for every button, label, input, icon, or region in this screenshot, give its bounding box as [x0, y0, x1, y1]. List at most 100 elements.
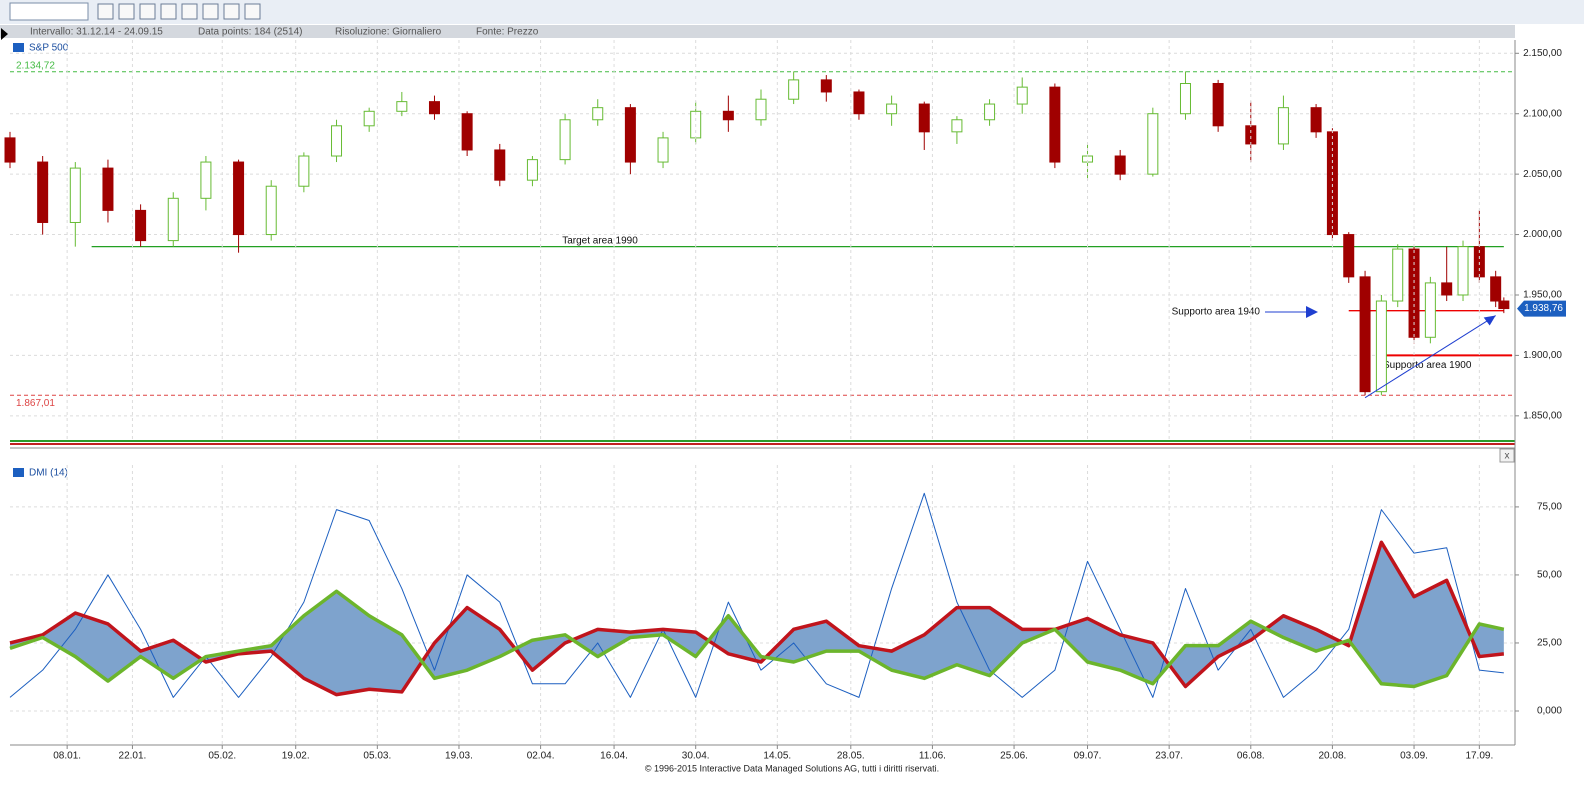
candle-body [624, 107, 636, 163]
candle-body [135, 209, 147, 242]
candle-body [167, 197, 179, 242]
toolbar-buttons [97, 3, 261, 20]
candle-body [1179, 83, 1191, 115]
x-tick-label: 09.07. [1074, 751, 1102, 762]
zoom-button[interactable] [97, 3, 114, 20]
y-tick-label: 1.850,00 [1523, 410, 1562, 421]
candle-body [233, 161, 245, 236]
candle-body [298, 155, 310, 187]
candle-body [1457, 246, 1469, 296]
candle-body [592, 107, 604, 121]
type-button[interactable] [118, 3, 135, 20]
x-tick-label: 20.08. [1319, 751, 1347, 762]
study-button[interactable] [181, 3, 198, 20]
y-tick-label: 2.100,00 [1523, 108, 1562, 119]
y-tick-label: 2.000,00 [1523, 229, 1562, 240]
info-points: Data points: 184 (2514) [198, 27, 303, 38]
candle-body [494, 149, 506, 181]
settings-button[interactable] [244, 3, 261, 20]
panel-title: DMI (14) [29, 468, 68, 479]
y-tick-label: 2.050,00 [1523, 169, 1562, 180]
adx-line [9, 492, 1504, 698]
candle-body [363, 110, 375, 127]
candle-body [886, 103, 898, 115]
y-tick-label: 2.150,00 [1523, 48, 1562, 59]
di-fill [10, 542, 1504, 695]
x-tick-label: 19.02. [282, 751, 310, 762]
info-source: Fonte: Prezzo [476, 27, 539, 38]
x-tick-label: 14.05. [763, 751, 791, 762]
x-tick-label: 23.07. [1155, 751, 1183, 762]
candle-body [755, 98, 767, 121]
x-tick-label: 08.01. [53, 751, 81, 762]
candle-body [1490, 276, 1502, 302]
x-tick-label: 11.06. [919, 751, 946, 762]
x-tick-label: 02.04. [527, 751, 555, 762]
close-button-label[interactable]: x [1505, 451, 1510, 462]
candle-body [984, 103, 996, 121]
comment-button[interactable] [223, 3, 240, 20]
info-resolution: Risoluzione: Giornaliero [335, 27, 442, 38]
panel-title: S&P 500 [29, 43, 69, 54]
candle-body [69, 167, 81, 223]
y-tick-label: 50,00 [1537, 570, 1562, 581]
x-tick-label: 05.02. [208, 751, 236, 762]
candle-body [788, 79, 800, 100]
indicator-button[interactable] [160, 3, 177, 20]
candle-body [37, 161, 49, 223]
candle-body [526, 159, 538, 181]
candle-body [1114, 155, 1126, 175]
legend-swatch [13, 468, 24, 477]
x-tick-label: 19.03. [445, 751, 473, 762]
candle-body [918, 103, 930, 133]
text-button[interactable] [202, 3, 219, 20]
candle-body [1375, 300, 1387, 393]
candle-body [559, 119, 571, 161]
candle-body [102, 167, 114, 211]
level-label: 2.134,72 [16, 60, 55, 71]
x-tick-label: 16.04. [600, 751, 628, 762]
legend-swatch [13, 43, 24, 52]
candle-body [1016, 86, 1028, 105]
candle-body [657, 137, 669, 163]
candle-body [461, 113, 473, 151]
x-tick-label: 28.05. [837, 751, 865, 762]
candle-body [722, 110, 734, 121]
level-label: 1.867,01 [16, 398, 55, 409]
x-tick-label: 17.09. [1465, 751, 1493, 762]
candle-body [4, 137, 16, 163]
annotation-label: Supporto area 1940 [1172, 306, 1261, 317]
candle-body [1277, 107, 1289, 145]
toolbar [0, 0, 1584, 24]
y-tick-label: 1.900,00 [1523, 350, 1562, 361]
candle-body [1392, 248, 1404, 302]
candle-body [396, 101, 408, 112]
footer: © 1996-2015 Interactive Data Managed Sol… [645, 763, 939, 773]
candle-body [1441, 282, 1453, 296]
last-price-box [1517, 300, 1566, 317]
collapse-arrow[interactable] [1, 28, 8, 40]
annotation-arrowhead [1306, 306, 1318, 318]
minus-di-line [9, 540, 1505, 697]
x-tick-label: 30.04. [682, 751, 710, 762]
info-interval: Intervallo: 31.12.14 - 24.09.15 [30, 27, 163, 38]
x-tick-label: 22.01. [119, 751, 147, 762]
candle-body [428, 101, 440, 115]
candle-body [951, 119, 963, 133]
trend-line [1364, 315, 1496, 399]
candle-body [853, 91, 865, 115]
x-tick-label: 03.09. [1400, 751, 1428, 762]
close-button[interactable] [1499, 448, 1515, 463]
info-bar [0, 25, 1515, 38]
line-button[interactable] [139, 3, 156, 20]
annotation-label: Supporto area 1900 [1383, 360, 1472, 371]
candle-body [1359, 276, 1371, 393]
candle-body [1326, 131, 1338, 236]
candle-body [1424, 282, 1436, 338]
symbol-input[interactable] [9, 2, 89, 21]
plus-di-line [9, 589, 1505, 689]
candle-body [200, 161, 212, 199]
candle-body [1245, 125, 1257, 145]
y-tick-label: 0,000 [1537, 706, 1562, 717]
